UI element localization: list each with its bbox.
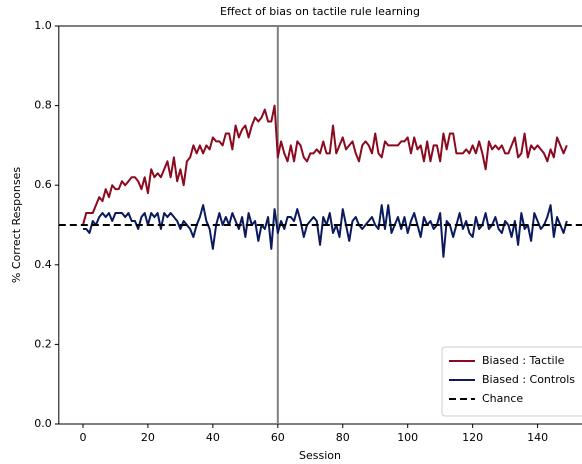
x-tick-label: 0 [79,431,86,444]
y-tick-label: 0.8 [34,99,52,112]
y-axis-label: % Correct Responses [10,167,23,283]
legend-label: Biased : Controls [482,373,575,386]
y-tick-label: 0.0 [34,417,52,430]
y-tick-label: 0.6 [34,178,52,191]
x-tick-label: 100 [397,431,418,444]
x-tick-label: 140 [527,431,548,444]
x-tick-label: 80 [336,431,350,444]
data-line [82,104,568,226]
chart-title: Effect of bias on tactile rule learning [220,5,420,18]
y-tick-label: 0.4 [34,258,52,271]
data-line [82,204,568,258]
legend-label: Biased : Tactile [482,354,565,367]
y-tick-label: 1.0 [34,19,52,32]
legend-box [441,346,582,417]
legend-label: Chance [482,392,523,405]
x-tick-label: 120 [462,431,483,444]
x-tick-label: 40 [206,431,220,444]
x-tick-label: 20 [141,431,155,444]
y-tick-label: 0.2 [34,337,52,350]
x-tick-label: 60 [271,431,285,444]
x-axis-label: Session [299,449,341,462]
